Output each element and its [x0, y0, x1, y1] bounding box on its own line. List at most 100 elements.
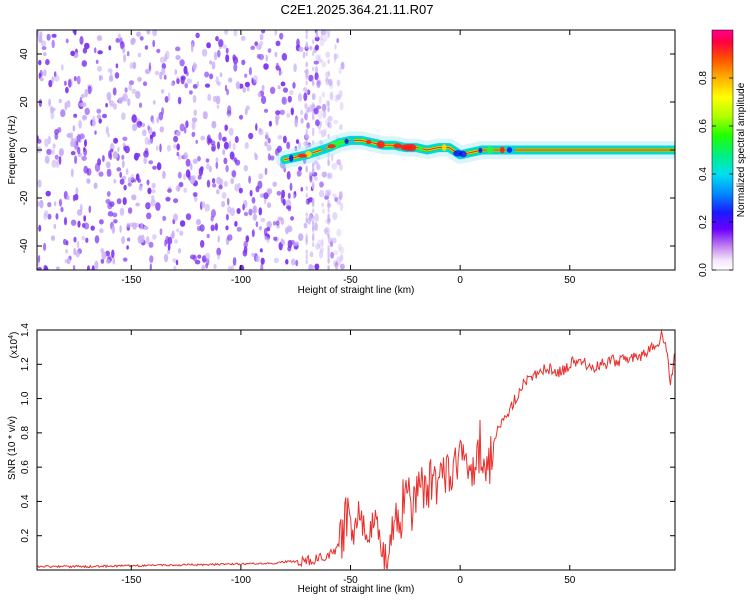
spectrogram-stripe-blob — [327, 107, 330, 113]
spectrogram-noise-blob — [95, 59, 99, 64]
spectrogram-noise-blob — [195, 32, 200, 39]
spectrogram-noise-blob — [173, 265, 177, 270]
spectrogram-noise-blob — [126, 245, 129, 250]
spectrogram-noise-blob — [266, 237, 270, 243]
spectrogram-noise-blob — [113, 137, 119, 144]
spectrogram-y-ticks: -40 -20 0 20 40 — [19, 48, 675, 253]
spectrogram-noise-blob — [131, 88, 137, 95]
spectrogram-noise-blob — [84, 88, 88, 98]
spectrogram-noise-blob — [316, 76, 321, 84]
spectrogram-noise-blob — [314, 36, 320, 42]
spectrogram-stripe-blob — [312, 168, 315, 173]
spectrogram-noise-blob — [114, 72, 120, 79]
spectrogram-noise-blob — [244, 73, 248, 78]
spectrogram-noise-blob — [177, 154, 182, 160]
spectrogram-noise-blob — [321, 202, 325, 207]
spectrogram-stripe-blob — [312, 242, 315, 248]
spectrogram-noise-blob — [204, 203, 210, 212]
spectrogram-noise-blob — [317, 239, 322, 248]
spectrogram-noise-blob — [279, 109, 285, 116]
spectrogram-noise-blob — [54, 75, 60, 82]
spectrogram-noise-blob — [134, 222, 140, 228]
spectrogram-stripe-blob — [305, 88, 308, 94]
spectrogram-noise-blob — [267, 48, 272, 53]
spectrogram-noise-blob — [286, 141, 291, 150]
spectrogram-noise-blob — [122, 142, 126, 147]
spectrogram-noise-blob — [149, 263, 152, 270]
spectrogram-noise-blob — [156, 162, 162, 171]
spectrogram-noise-blob — [227, 265, 232, 270]
spectrogram-noise-blob — [296, 38, 300, 48]
spectrogram-noise-blob — [53, 201, 57, 207]
spectrogram-noise-blob — [128, 80, 135, 86]
spectrogram-noise-blob — [66, 100, 71, 108]
spectrogram-noise-blob — [250, 45, 255, 50]
spectrogram-noise-blob — [219, 72, 223, 78]
spectrogram-noise-blob — [325, 51, 331, 58]
spectrogram-noise-blob — [319, 38, 325, 47]
spectrogram-noise-blob — [190, 254, 196, 260]
spectrogram-stripe-blob — [327, 172, 330, 178]
spectrogram-xtick-label: 50 — [564, 275, 576, 286]
spectrogram-noise-blob — [86, 178, 91, 184]
spectrogram-noise-blob — [258, 127, 262, 133]
spectrogram-noise-blob — [337, 243, 342, 252]
spectrogram-noise-blob — [159, 143, 162, 153]
spectrogram-noise-blob — [148, 62, 152, 71]
spectrogram-noise-blob — [258, 173, 264, 180]
colorbar-tick-label: 0.6 — [698, 119, 709, 133]
spectrogram-noise-blob — [159, 228, 163, 236]
spectrogram-noise-blob — [83, 215, 87, 222]
spectrogram-noise-blob — [213, 264, 217, 269]
spectrogram-noise-blob — [106, 92, 112, 101]
spectrogram-noise-blob — [156, 116, 160, 124]
spectrogram-noise-blob — [55, 213, 59, 220]
spectrogram-noise-blob — [281, 189, 286, 199]
spectrogram-noise-blob — [93, 182, 98, 189]
colorbar-gradient — [711, 29, 734, 271]
snr-multiplier-base: (x10 — [9, 338, 20, 358]
spectrogram-noise-blob — [307, 106, 310, 113]
spectrogram-xtick-label: -150 — [121, 275, 141, 286]
spectrogram-noise-blob — [121, 236, 126, 245]
spectrogram-noise-blob — [47, 213, 52, 220]
spectrogram-noise-blob — [298, 233, 304, 242]
spectrogram-stripe-blob — [305, 233, 308, 239]
spectrogram-noise-blob — [105, 126, 109, 135]
spectrogram-noise-blob — [45, 190, 51, 197]
spectrogram-noise-blob — [97, 50, 103, 55]
spectrogram-noise-blob — [112, 103, 118, 110]
spectrogram-noise-blob — [197, 155, 201, 162]
spectrogram-noise-blob — [183, 173, 186, 181]
spectrogram-noise-blob — [127, 207, 133, 214]
spectrogram-noise-blob — [43, 242, 47, 251]
spectrogram-noise-blob — [313, 60, 319, 65]
spectrogram-noise-blob — [290, 258, 296, 266]
spectrogram-noise-blob — [317, 110, 323, 120]
spectrogram-noise-blob — [258, 53, 264, 61]
spectrogram-noise-blob — [108, 45, 112, 51]
spectrogram-noise-blob — [80, 93, 85, 99]
spectrogram-noise-blob — [321, 91, 326, 98]
spectrogram-noise-blob — [155, 202, 161, 211]
spectrogram-noise-blob — [84, 107, 90, 115]
spectrogram-noise-blob — [38, 59, 42, 66]
spectrogram-stripe-blob — [327, 248, 330, 254]
spectrogram-noise-blob — [191, 117, 198, 123]
spectrogram-noise-blob — [239, 264, 245, 270]
spectrogram-noise-blob — [218, 184, 223, 190]
spectrogram-stripe-blob — [312, 227, 315, 233]
spectrogram-noise-blob — [52, 143, 56, 149]
spectrogram-noise-blob — [164, 239, 167, 247]
spectrogram-noise-blob — [116, 198, 122, 205]
spectrogram-noise-blob — [180, 76, 185, 85]
spectrogram-noise-blob — [215, 36, 219, 42]
spectrogram-noise-blob — [336, 159, 341, 166]
spectrogram-noise-blob — [336, 38, 340, 44]
spectrogram-noise-blob — [316, 80, 321, 89]
snr-frame — [36, 329, 676, 571]
signal-blob — [418, 145, 423, 152]
spectrogram-noise-blob — [111, 225, 116, 234]
spectrogram-noise-blob — [216, 176, 222, 185]
spectrogram-noise-blob — [137, 178, 141, 183]
